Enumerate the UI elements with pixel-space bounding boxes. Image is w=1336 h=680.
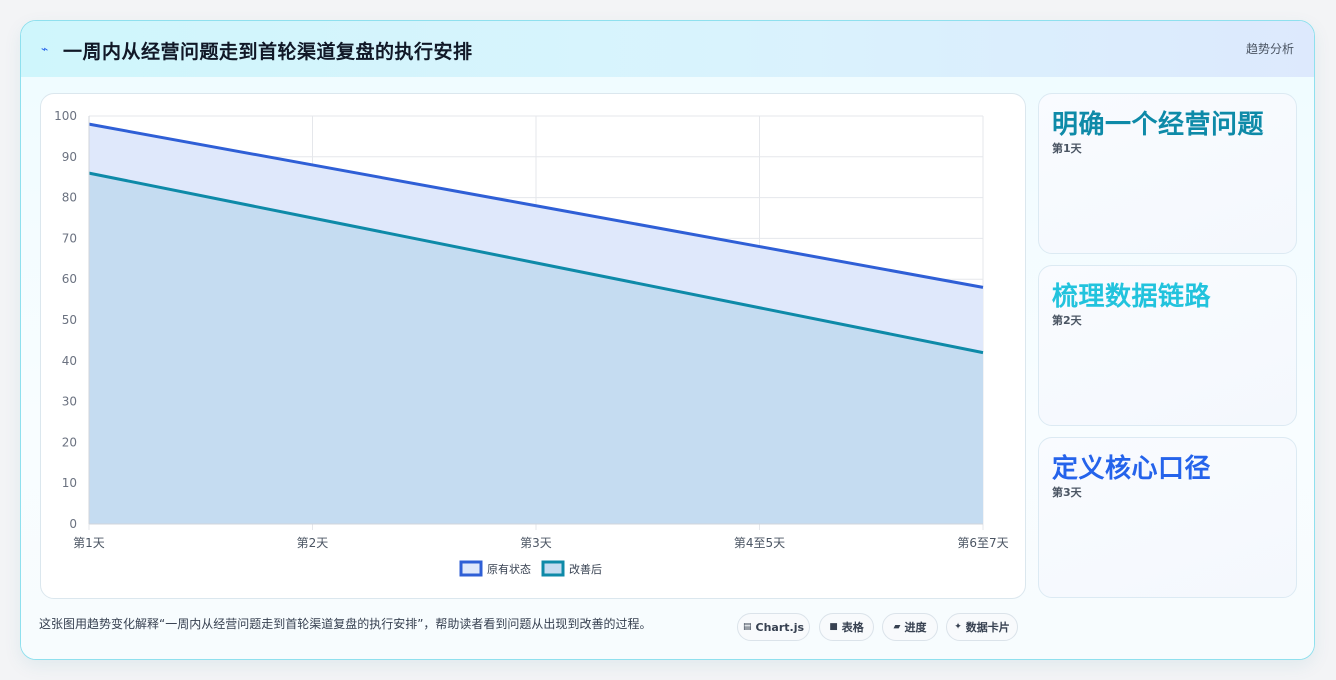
step-card-day: 第3天 <box>1052 486 1082 499</box>
y-tick-label: 70 <box>62 231 77 245</box>
y-tick-label: 0 <box>69 517 77 531</box>
y-tick-label: 50 <box>62 313 77 327</box>
y-tick-label: 90 <box>62 150 77 164</box>
parallelogram-icon: ▰ <box>893 622 901 632</box>
chip-label: 表格 <box>841 621 864 634</box>
y-tick-label: 80 <box>62 191 77 205</box>
y-tick-label: 30 <box>62 395 77 409</box>
x-tick-label: 第1天 <box>73 536 105 550</box>
chip-label: 进度 <box>904 621 927 634</box>
card-header: ⌁ 一周内从经营问题走到首轮渠道复盘的执行安排 趋势分析 <box>21 21 1314 77</box>
chip-data-cards[interactable]: ✦ 数据卡片 <box>946 613 1018 641</box>
chip-progress[interactable]: ▰ 进度 <box>882 613 938 641</box>
chart-panel: 0 10 20 30 40 50 60 70 80 90 100 第1天 第2天 第3天 第4至5天 第6至7… <box>40 93 1026 599</box>
lightning-icon: ⌁ <box>41 42 49 56</box>
step-card-day: 第2天 <box>1052 314 1082 327</box>
chip-label: Chart.js <box>755 620 805 634</box>
y-tick-label: 40 <box>62 354 77 368</box>
sparkle-icon: ✦ <box>954 622 962 632</box>
y-tick-label: 100 <box>54 109 77 123</box>
series-line-2 <box>88 171 984 355</box>
area-chart: 0 10 20 30 40 50 60 70 80 90 100 第1天 第2天 第3天 第4至5天 第6至7… <box>54 109 1009 577</box>
step-card-2: 梳理数据链路 第2天 <box>1038 265 1297 426</box>
step-card-title: 梳理数据链路 <box>1052 282 1212 312</box>
step-card-3: 定义核心口径 第3天 <box>1038 437 1297 598</box>
step-card-1: 明确一个经营问题 第1天 <box>1038 93 1297 254</box>
series-area-2 <box>89 173 983 524</box>
dashboard-card: ⌁ 一周内从经营问题走到首轮渠道复盘的执行安排 趋势分析 0 10 20 30 40 50… <box>20 20 1315 660</box>
step-card-day: 第1天 <box>1052 142 1082 155</box>
legend-label: 原有状态 <box>487 562 531 576</box>
step-card-title: 明确一个经营问题 <box>1052 110 1265 140</box>
chip-label: 数据卡片 <box>965 621 1010 634</box>
series-line-1 <box>88 122 984 289</box>
square-icon: ■ <box>829 622 838 632</box>
x-tick-label: 第3天 <box>520 536 552 550</box>
legend-swatch <box>541 560 565 577</box>
x-tick-label: 第4至5天 <box>734 536 785 550</box>
table-icon: ▤ <box>742 622 752 632</box>
chip-chartjs[interactable]: ▤ Chart.js <box>737 613 810 641</box>
x-tick-label: 第2天 <box>297 536 329 550</box>
chart-description: 这张图用趋势变化解释“一周内从经营问题走到首轮渠道复盘的执行安排”，帮助读者看到… <box>39 617 652 631</box>
header-badge: 趋势分析 <box>1245 42 1294 56</box>
y-tick-label: 10 <box>62 476 77 490</box>
chip-table[interactable]: ■ 表格 <box>819 613 874 641</box>
y-tick-label: 20 <box>62 435 77 449</box>
legend-label: 改善后 <box>569 562 602 576</box>
page-title: 一周内从经营问题走到首轮渠道复盘的执行安排 <box>63 41 473 63</box>
step-card-title: 定义核心口径 <box>1052 454 1212 484</box>
y-tick-label: 60 <box>62 272 77 286</box>
legend-swatch <box>459 560 483 577</box>
x-tick-label: 第6至7天 <box>957 536 1008 550</box>
